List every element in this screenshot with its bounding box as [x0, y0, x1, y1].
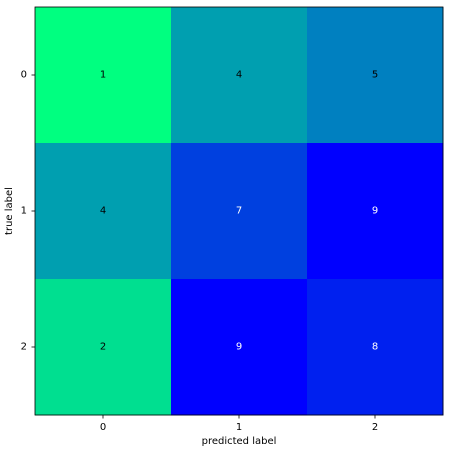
x-tick-label-2: 2	[372, 422, 378, 433]
cell-value-r0-c1: 4	[236, 70, 242, 81]
heatmap-cell-r0-c0	[35, 7, 172, 144]
x-tick-label-1: 1	[236, 422, 242, 433]
heatmap-cell-values: 1 4 5 4 7 9 2 9 8	[100, 70, 378, 353]
cell-value-r2-c0: 2	[100, 342, 106, 353]
x-axis-label: predicted label	[202, 436, 277, 447]
x-axis-ticks: 0 1 2	[100, 415, 378, 433]
cell-value-r2-c2: 8	[372, 342, 378, 353]
heatmap-cell-r0-c2	[307, 7, 444, 144]
heatmap-cell-r1-c1	[171, 143, 308, 280]
heatmap-cells	[35, 7, 444, 416]
cell-value-r1-c2: 9	[372, 206, 378, 217]
y-tick-label-0: 0	[21, 70, 27, 81]
heatmap-cell-r1-c2	[307, 143, 444, 280]
y-axis-label: true label	[4, 187, 15, 235]
cell-value-r1-c1: 7	[236, 206, 242, 217]
heatmap-cell-r2-c0	[35, 279, 172, 416]
heatmap-cell-r0-c1	[171, 7, 308, 144]
y-tick-label-2: 2	[21, 342, 27, 353]
x-tick-label-0: 0	[100, 422, 106, 433]
heatmap-cell-r2-c1	[171, 279, 308, 416]
cell-value-r2-c1: 9	[236, 342, 242, 353]
cell-value-r1-c0: 4	[100, 206, 106, 217]
y-axis-ticks: 0 1 2	[21, 70, 35, 353]
heatmap-cell-r2-c2	[307, 279, 444, 416]
cell-value-r0-c0: 1	[100, 70, 106, 81]
cell-value-r0-c2: 5	[372, 70, 378, 81]
y-tick-label-1: 1	[21, 206, 27, 217]
heatmap-cell-r1-c0	[35, 143, 172, 280]
